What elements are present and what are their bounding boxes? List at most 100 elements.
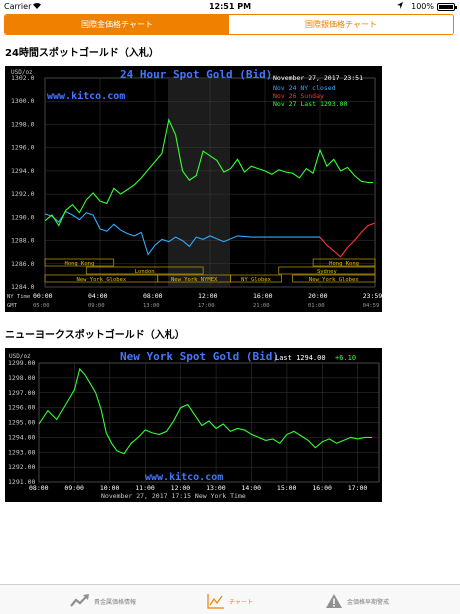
chart-24h-session-box [292, 274, 376, 283]
chart-ny-y-tick-label: 1292.00 [8, 463, 35, 471]
chart-24h-x-tick-ny: 00:00 [33, 292, 53, 300]
chart-24h-legend-2: Nov 26 Sunday [273, 92, 324, 100]
chart-24h-legend-1: Nov 24 NY closed [273, 84, 336, 92]
chart-24h-spot-gold: 1302.0 1300.0 1298.0 1296.0 1294.0 1292.0 1290… [5, 66, 382, 312]
tab-gold-alert[interactable]: 金価格早期警戒 [325, 591, 389, 611]
chart-24h-x-tick-gmt: 05:00 [33, 303, 50, 309]
chart-24h-y-tick-label: 1298.0 [11, 120, 35, 128]
chart-24h-x-tick-gmt: 01:00 [308, 303, 325, 309]
chart-24h-y-tick-label: 1290.0 [11, 213, 35, 221]
chart-24h-y-tick-label: 1296.0 [11, 144, 35, 152]
trend-icon [70, 594, 89, 607]
chart-24h-x-tick-ny: 08:00 [143, 292, 163, 300]
chart-ny-footer: November 27, 2017 17:15 New York Time [101, 492, 246, 500]
warning-icon [326, 594, 342, 608]
chart-ny-x-tick-label: 15:00 [277, 484, 297, 492]
chart-24h-series-line-3 [44, 118, 373, 227]
chart-24h-session-label: NY Globex [241, 277, 271, 283]
chart-ny-y-tick-label: 1298.00 [8, 374, 35, 382]
chart-ny-title: New York Spot Gold (Bid) [120, 350, 279, 363]
chart-ny-y-tick-label: 1294.00 [8, 433, 35, 441]
chart-24h-gmt-row-label: GMT [7, 303, 18, 309]
clock: 12:51 PM [208, 2, 252, 11]
tab-chart-label: チャート [229, 598, 253, 606]
section-title-ny: ニューヨークスポットゴールド（入札） [5, 330, 185, 341]
chart-ny-y-tick-label: 1295.00 [8, 419, 35, 427]
chart-24h-x-tick-gmt: 17:00 [198, 303, 215, 309]
chart-24h-x-tick-ny: 12:00 [198, 292, 218, 300]
chart-24h-y-tick-label: 1300.0 [11, 97, 35, 105]
bottom-tab-bar: 貴金属価格情報 チャート 金価格早期警戒 [0, 584, 460, 614]
chart-ny-svg: 1299.00 1298.00 1297.00 1296.00 1295.00 1294.… [8, 350, 380, 500]
chart-24h-y-tick-label: 1284.0 [11, 283, 35, 291]
wifi-icon [32, 1, 42, 12]
chart-24h-x-tick-gmt: 21:00 [253, 303, 270, 309]
tab-gold-alert-label: 金価格早期警戒 [347, 598, 390, 606]
chart-24h-x-tick-gmt: 04:59 [363, 303, 380, 309]
chart-24h-session-label: Hong Kong [329, 261, 359, 267]
battery-percent: 100% [411, 2, 434, 11]
section-title-24h: 24時間スポットゴールド（入札） [5, 48, 159, 59]
tab-precious-metals-label: 貴金属価格情報 [94, 598, 137, 606]
chart-24h-unit-label: USD/oz [11, 69, 33, 76]
chart-24h-session-label: Hong Kong [64, 261, 94, 267]
chart-24h-title: 24 Hour Spot Gold (Bid) [120, 68, 272, 81]
chart-24h-session-label: London [135, 269, 155, 275]
chart-ny-y-tick-label: 1296.00 [8, 404, 35, 412]
chart-24h-session-label: New York NYMEX [171, 277, 218, 283]
chart-24h-x-tick-gmt: 13:00 [143, 303, 160, 309]
chart-24h-x-tick-ny: 16:00 [253, 292, 273, 300]
chart-24h-x-tick-gmt: 09:00 [88, 303, 105, 309]
chart-24h-x-tick-ny: 23:59 [363, 292, 382, 300]
chart-24h-ny-row-label: NY Time [7, 294, 30, 300]
chart-ny-y-tick-label: 1291.00 [8, 478, 35, 486]
chart-ny-x-tick-label: 09:00 [64, 484, 84, 492]
chart-24h-session-box [230, 274, 282, 283]
tab-chart[interactable]: チャート [207, 591, 253, 611]
chart-24h-session-label: Sydney [317, 269, 338, 275]
chart-24h-session-box [85, 266, 204, 275]
chart-ny-last-label: Last 1294.00 [275, 354, 326, 362]
chart-ny-x-tick-label: 17:00 [348, 484, 368, 492]
chart-24h-x-tick-ny: 20:00 [308, 292, 328, 300]
segment-gold-chart[interactable]: 国際金価格チャート [5, 15, 229, 34]
status-bar: Carrier 12:51 PM 100% [0, 0, 460, 14]
chart-ny-x-tick-label: 08:00 [29, 484, 49, 492]
chart-24h-svg: 1302.0 1300.0 1298.0 1296.0 1294.0 1292.0 1290… [7, 68, 382, 309]
chart-24h-y-tick-label: 1292.0 [11, 190, 35, 198]
chart-24h-series-line-2 [319, 222, 375, 258]
chart-24h-y-tick-label: 1286.0 [11, 260, 35, 268]
chart-24h-session-label: New York Globex [77, 277, 127, 283]
chart-ny-y-tick-label: 1299.00 [8, 359, 35, 367]
chart-24h-x-tick-ny: 04:00 [88, 292, 108, 300]
chart-24h-watermark: www.kitco.com [47, 90, 125, 102]
chart-24h-session-label: New York Globex [309, 277, 359, 283]
segment-silver-chart[interactable]: 国際銀価格チャート [229, 15, 453, 34]
chart-24h-session-box [312, 258, 376, 267]
chart-ny-x-tick-label: 13:00 [206, 484, 226, 492]
chart-ny-y-tick-label: 1293.00 [8, 448, 35, 456]
chart-24h-nymex-band [168, 78, 230, 287]
chart-24h-session-box [44, 258, 115, 267]
tab-precious-metals[interactable]: 貴金属価格情報 [70, 591, 136, 611]
chart-ny-unit-label: USD/oz [9, 353, 31, 360]
chart-24h-series-line-1 [44, 210, 320, 256]
chart-ny-watermark: www.kitco.com [145, 471, 223, 483]
chart-24h-session-box [278, 266, 376, 275]
chart-ny-x-tick-label: 16:00 [312, 484, 332, 492]
chart-24h-timestamp: November 27, 2017 23:51 [273, 74, 363, 82]
chart-ny-y-tick-label: 1297.00 [8, 389, 35, 397]
chart-ny-series-line-1 [38, 367, 372, 455]
chart-ny-x-tick-label: 11:00 [135, 484, 155, 492]
chart-24h-y-tick-label: 1288.0 [11, 237, 35, 245]
chart-24h-y-tick-label: 1294.0 [11, 167, 35, 175]
chart-ny-spot-gold: 1299.00 1298.00 1297.00 1296.00 1295.00 1294.… [5, 348, 382, 502]
chart-ny-x-tick-label: 14:00 [242, 484, 262, 492]
chart-type-segmented-control: 国際金価格チャート 国際銀価格チャート [4, 14, 454, 35]
location-icon [396, 1, 404, 12]
chart-24h-y-tick-label: 1302.0 [11, 74, 35, 82]
battery-icon [437, 3, 457, 11]
carrier-label: Carrier [4, 2, 32, 11]
chart-icon [207, 594, 224, 609]
chart-ny-change-label: +6.10 [335, 354, 356, 362]
